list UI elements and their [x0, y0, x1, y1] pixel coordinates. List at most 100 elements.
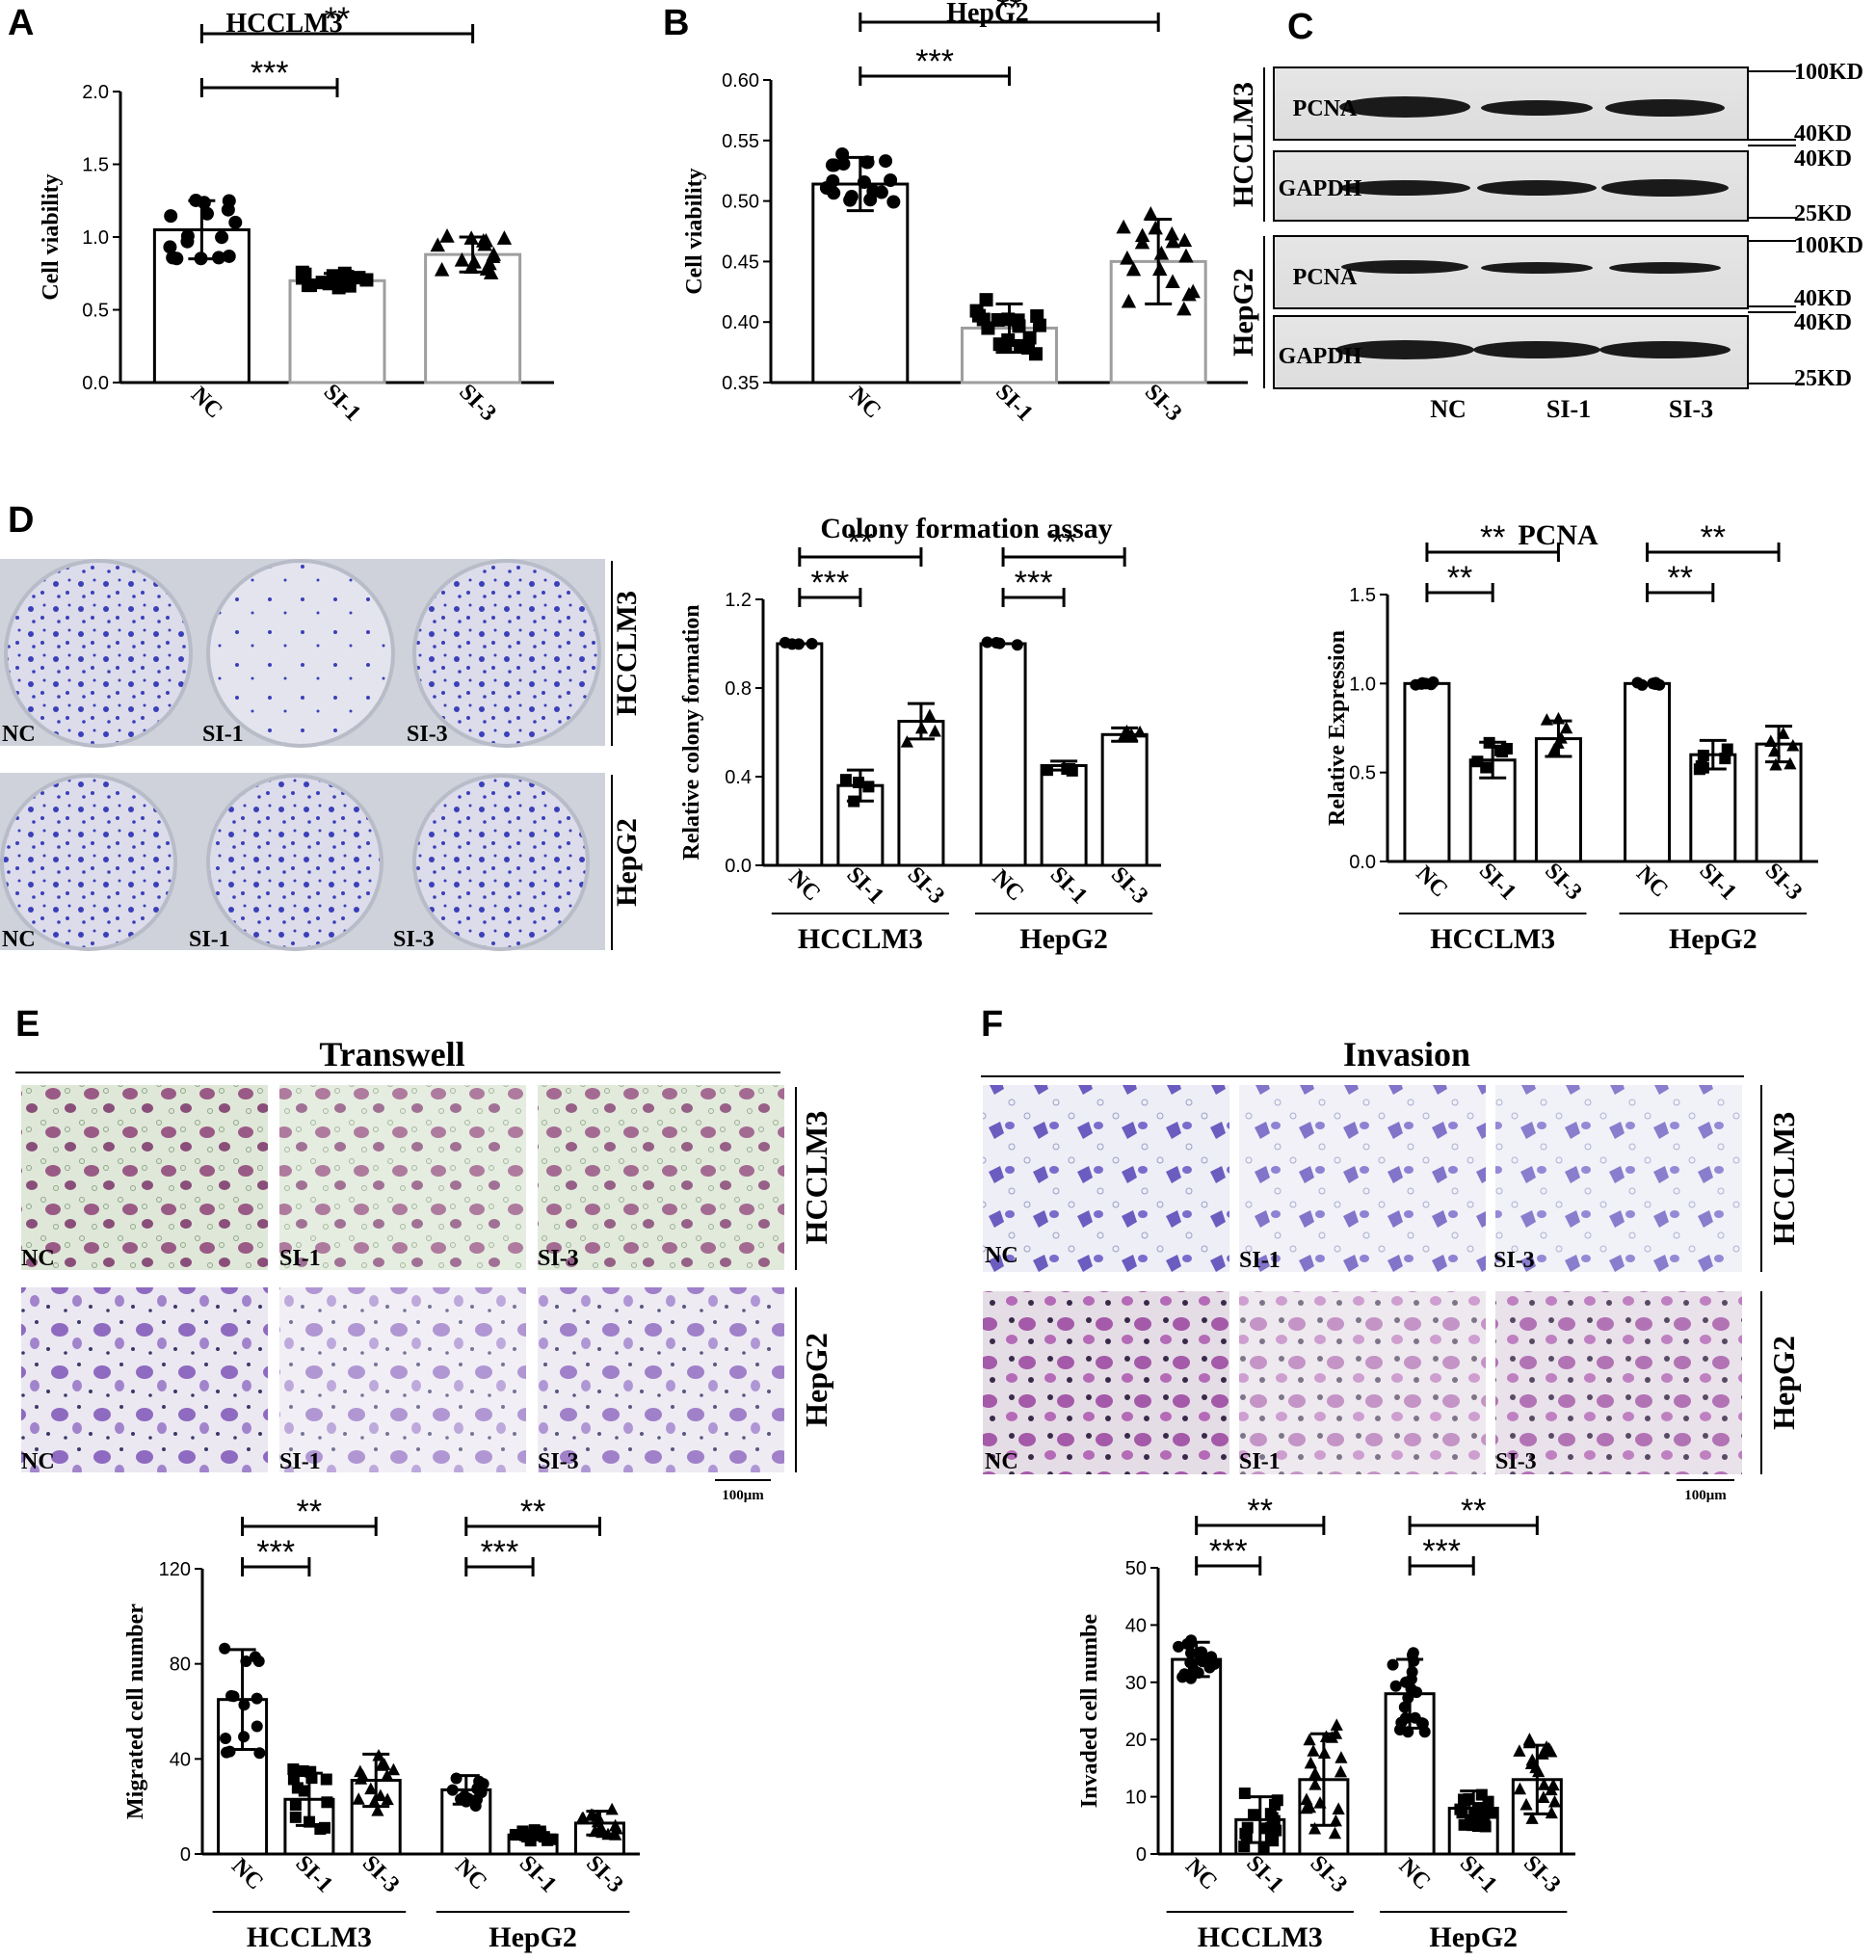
x-tick-label: SI-3: [1519, 1851, 1566, 1898]
data-point: [1266, 1812, 1279, 1824]
micrograph-f-hcclm3-nc: [983, 1085, 1229, 1272]
y-tick-label: 1.5: [82, 155, 109, 176]
data-point: [212, 251, 226, 265]
data-point: [1308, 1777, 1322, 1790]
micrograph-label: NC: [21, 1449, 55, 1474]
data-point: [1525, 1753, 1539, 1766]
y-tick-label: 0.8: [725, 678, 752, 700]
x-tick-label: SI-3: [357, 1851, 405, 1898]
data-point: [289, 1798, 302, 1811]
data-point: [320, 1773, 332, 1786]
x-tick-label: NC: [1180, 1854, 1222, 1895]
data-point: [981, 321, 995, 335]
sig-label: **: [1461, 1493, 1486, 1529]
micrograph-e-hepg2-nc: [21, 1287, 268, 1472]
y-tick-label: 0.4: [725, 767, 752, 788]
data-point: [1650, 676, 1662, 689]
data-point: [1328, 1826, 1342, 1840]
data-point: [227, 1690, 240, 1703]
lane-label-si3: SI-3: [1669, 395, 1713, 423]
data-point: [1304, 1756, 1317, 1769]
data-point: [1395, 1716, 1408, 1729]
marker-25kd-1: 25KD: [1794, 201, 1852, 226]
data-point: [860, 155, 875, 170]
data-point: [166, 251, 180, 265]
data-point: [853, 776, 865, 788]
data-point: [352, 271, 366, 285]
data-point: [1325, 1731, 1339, 1743]
data-point: [879, 154, 893, 169]
band: [1599, 341, 1731, 358]
data-point: [1496, 746, 1509, 758]
blot-label-pcna-2: PCNA: [1293, 265, 1358, 290]
x-tick-label: SI-1: [1045, 862, 1093, 910]
y-axis-label: Invaded cell numbe: [1077, 1613, 1102, 1808]
data-point: [1631, 676, 1644, 689]
band: [1601, 179, 1729, 197]
y-tick-label: 0.0: [725, 856, 752, 877]
plate-cell-line-hepg2: HepG2: [611, 818, 643, 907]
micrograph-e-cell-line-hepg2: HepG2: [799, 1333, 833, 1427]
band: [1335, 340, 1474, 359]
micrograph-f-cell-line-hcclm3: HCCLM3: [1766, 1112, 1801, 1246]
data-point: [1334, 1751, 1348, 1763]
group-label: HCCLM3: [1430, 923, 1555, 955]
y-tick-label: 0.35: [722, 373, 759, 394]
plate-label: SI-3: [393, 927, 435, 952]
x-tick-label: SI-3: [903, 862, 950, 910]
bar: [1171, 1657, 1223, 1856]
data-point: [1164, 225, 1180, 241]
data-point: [1121, 293, 1137, 308]
micrograph-e-hcclm3-si3: [538, 1085, 784, 1270]
marker-40kd-4: 40KD: [1794, 310, 1852, 335]
data-point: [1011, 639, 1023, 651]
data-point: [381, 1768, 394, 1782]
data-point: [1181, 1637, 1194, 1650]
data-point: [164, 209, 178, 224]
micrograph-f-hepg2-si1: [1239, 1291, 1486, 1474]
data-point: [1721, 743, 1733, 755]
y-tick-label: 40: [170, 1749, 191, 1770]
group-label: HCCLM3: [247, 1921, 372, 1953]
data-point: [1334, 1764, 1348, 1778]
sig-label: ***: [1422, 1533, 1461, 1570]
x-tick-label: SI-3: [581, 1851, 628, 1898]
micrograph-e-hepg2-si3: [538, 1287, 784, 1472]
band: [1477, 180, 1597, 196]
marker-ticks: [1748, 70, 1796, 384]
chart-title: Colony formation assay: [820, 513, 1112, 544]
data-point: [1208, 1657, 1221, 1670]
data-point: [979, 293, 993, 307]
x-tick-label: SI-1: [291, 1851, 338, 1898]
data-point: [439, 228, 455, 243]
data-point: [1134, 234, 1150, 250]
data-point: [289, 1811, 302, 1823]
sig-label: **: [297, 1494, 322, 1530]
chart-e-migrated-cells: 0 40 80 120 Migrated cell number NC SI-1 SI-3 NC…: [123, 1494, 640, 1953]
data-point: [1307, 1744, 1320, 1757]
data-point: [1513, 1782, 1527, 1795]
data-point: [470, 1793, 483, 1806]
x-tick-label: NC: [1394, 1854, 1436, 1895]
micrograph-e-cell-line-hcclm3: HCCLM3: [799, 1111, 833, 1245]
data-point: [476, 233, 491, 248]
data-point: [1560, 721, 1573, 734]
data-point: [835, 146, 850, 161]
data-point: [1271, 1794, 1283, 1807]
marker-40kd-2: 40KD: [1794, 146, 1852, 172]
invasion-title: Invasion: [1343, 1035, 1470, 1073]
data-point: [222, 249, 236, 263]
y-tick-label: 80: [170, 1655, 191, 1676]
y-tick-label: 0.0: [1349, 852, 1376, 873]
data-point: [1330, 1718, 1343, 1731]
blot-cell-line-hcclm3: HCCLM3: [1228, 82, 1259, 207]
sig-label: **: [1480, 519, 1505, 556]
scale-label-f: 100μm: [1684, 1488, 1727, 1503]
micrograph-f-hcclm3-si3: [1495, 1085, 1742, 1272]
x-tick-label: NC: [844, 383, 885, 424]
plate-label: SI-1: [202, 722, 244, 747]
data-point: [1786, 738, 1800, 752]
data-point: [251, 1720, 263, 1733]
y-tick-label: 1.2: [725, 590, 752, 611]
